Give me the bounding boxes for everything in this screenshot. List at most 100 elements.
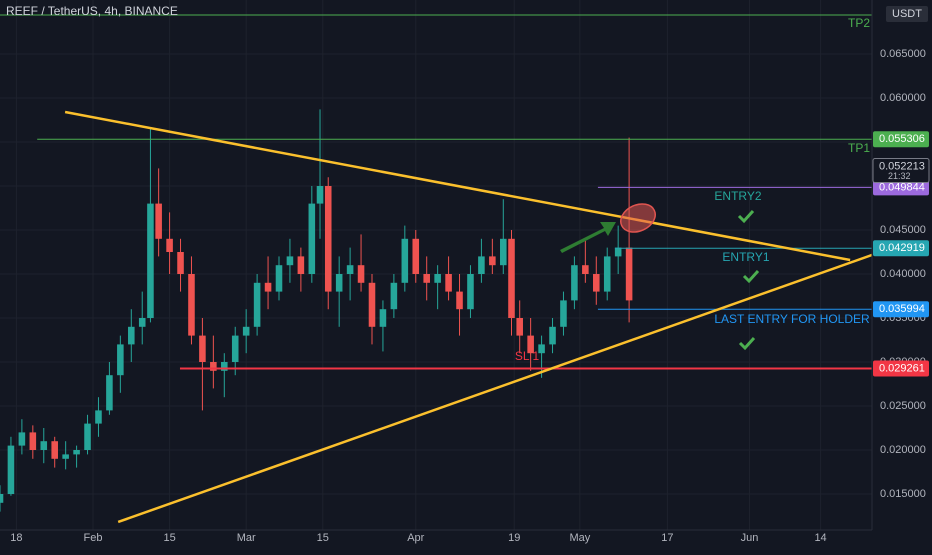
candle-body [379, 309, 387, 327]
price-tag-label: 0.029261 [879, 362, 925, 374]
x-tick-label: May [569, 532, 590, 544]
price-tag [873, 179, 929, 196]
candle-body [357, 265, 365, 283]
x-tick-label: 15 [317, 532, 329, 544]
candle-body [423, 273, 430, 283]
y-tick-label: 0.020000 [880, 444, 926, 456]
price-tag-label: 0.035994 [879, 303, 925, 315]
x-tick-label: 15 [163, 532, 175, 544]
x-tick-label: 14 [814, 532, 826, 544]
current-price-tag [872, 158, 930, 184]
y-tick-label: 0.065000 [880, 48, 926, 60]
candle-body [527, 335, 534, 354]
candle-body [368, 282, 376, 327]
candle-body [73, 449, 80, 455]
candle-body [253, 282, 261, 327]
candle-body [40, 441, 48, 450]
currency: USDT [892, 8, 922, 20]
candle-body [412, 238, 420, 274]
candle-body [166, 238, 173, 252]
candle-body [625, 247, 633, 301]
candle-body [221, 361, 228, 371]
y-tick-label: 0.060000 [880, 92, 926, 104]
candle-body [155, 203, 162, 239]
candle-body [242, 326, 250, 336]
x-tick-label: 19 [508, 532, 520, 544]
candle-body [508, 238, 515, 318]
candle-body [188, 273, 195, 336]
candle-body [478, 256, 485, 274]
price-axis [872, 0, 932, 550]
candle-body [346, 265, 354, 274]
x-tick-label: 17 [661, 532, 673, 544]
candle-body [316, 185, 324, 204]
price-tag [873, 240, 929, 257]
price-tag [873, 131, 929, 148]
candle-body [560, 300, 567, 327]
x-tick-label: Apr [407, 532, 424, 544]
candle-body [603, 256, 611, 292]
current-price: 0.052213 [879, 160, 925, 172]
candle-body [434, 273, 441, 283]
chart-title: REEF / TetherUS, 4h, BINANCE [6, 4, 178, 18]
check [742, 269, 760, 284]
candle-body [0, 493, 4, 503]
axes: 0.0150000.0200000.0250000.0300000.035000… [10, 48, 930, 544]
highlight-ellipse [620, 203, 656, 233]
candle-body [117, 344, 124, 376]
currency-box [886, 6, 928, 22]
candle-body [489, 256, 496, 266]
annotation: LAST ENTRY FOR HOLDER [714, 312, 870, 326]
candle-body [308, 203, 316, 274]
candle-body [500, 238, 507, 266]
candle-body [29, 432, 37, 450]
candle-body [147, 203, 154, 318]
candle-body [571, 265, 578, 301]
candle-body [549, 326, 556, 345]
candle-body [106, 375, 113, 411]
annotation: TP2 [848, 16, 870, 30]
candle-body [582, 265, 589, 274]
y-tick-label: 0.015000 [880, 488, 926, 500]
countdown: 21:32 [888, 171, 911, 181]
candle-body [297, 256, 305, 274]
candle-body [138, 317, 146, 327]
candle-body [199, 335, 206, 362]
check [737, 209, 755, 224]
annotation: SL 1 [515, 349, 540, 363]
x-tick-label: 18 [10, 532, 22, 544]
candle-body [84, 423, 91, 450]
candle-body [335, 273, 343, 292]
check [738, 336, 756, 351]
candle-body [467, 273, 474, 310]
y-tick-label: 0.040000 [880, 268, 926, 280]
candle-body [275, 265, 283, 292]
x-tick-label: Feb [84, 532, 103, 544]
trendline [64, 110, 851, 262]
plot: TP2 TP1 ENTRY2 ENTRY1 LAST ENTRY FOR HOLDER S… [0, 14, 873, 524]
x-tick-label: Mar [237, 532, 256, 544]
annotation: TP1 [848, 141, 870, 155]
candle-body [210, 361, 217, 371]
annotation: ENTRY1 [722, 250, 769, 264]
candle-body [51, 441, 58, 459]
candle-body [593, 273, 600, 292]
candle-body [177, 251, 184, 274]
price-tag-label: 0.049844 [879, 181, 925, 193]
y-tick-label: 0.025000 [880, 400, 926, 412]
shapes [560, 203, 760, 351]
candle-body [95, 410, 102, 424]
annotation: ENTRY2 [714, 189, 761, 203]
candle-body [456, 291, 463, 310]
price-tag [873, 360, 929, 377]
y-tick-label: 0.045000 [880, 224, 926, 236]
price-tag [873, 301, 929, 318]
trendline [117, 253, 873, 524]
candle-body [62, 454, 69, 459]
candle-body [445, 273, 452, 292]
candle-body [614, 247, 622, 257]
candle-body [264, 282, 272, 292]
candle-body [324, 185, 332, 292]
